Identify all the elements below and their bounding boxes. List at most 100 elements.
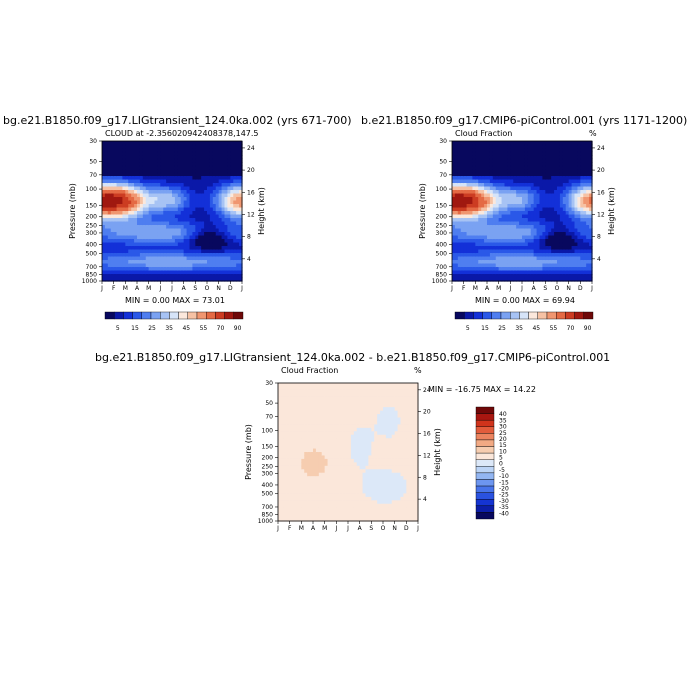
heatmap-cell <box>192 218 196 223</box>
heatmap-cell <box>230 200 234 205</box>
heatmap-cell <box>487 225 491 230</box>
heatmap-cell <box>163 179 167 184</box>
heatmap-cell <box>475 239 479 244</box>
heatmap-cell <box>492 200 497 205</box>
heatmap-cell <box>113 253 118 258</box>
heatmap-cell <box>192 263 196 268</box>
heatmap-cell <box>189 162 194 167</box>
heatmap-cell <box>125 249 129 254</box>
heatmap-cell <box>460 190 465 195</box>
heatmap-cell <box>289 424 294 429</box>
heatmap-cell <box>289 496 294 501</box>
heatmap-cell <box>116 246 121 251</box>
heatmap-cell <box>286 393 291 398</box>
heatmap-cell <box>239 176 243 181</box>
heatmap-cell <box>501 267 506 272</box>
heatmap-cell <box>313 410 317 415</box>
heatmap-cell <box>583 277 587 282</box>
heatmap-cell <box>571 228 576 233</box>
heatmap-cell <box>536 256 541 261</box>
heatmap-cell <box>289 486 294 491</box>
heatmap-cell <box>180 144 185 149</box>
heatmap-cell <box>221 141 226 146</box>
colorbar-label: 70 <box>217 325 225 332</box>
heatmap-cell <box>562 169 567 174</box>
heatmap-cell <box>324 431 329 436</box>
heatmap-cell <box>224 260 229 265</box>
heatmap-cell <box>209 267 214 272</box>
heatmap-cell <box>166 256 170 261</box>
heatmap-cell <box>452 214 456 219</box>
heatmap-cell <box>466 232 471 237</box>
heatmap-cell <box>466 165 471 170</box>
heatmap-cell <box>233 207 237 212</box>
heatmap-cell <box>169 197 173 202</box>
heatmap-cell <box>313 489 317 494</box>
heatmap-cell <box>492 253 497 258</box>
heatmap-cell <box>283 434 288 439</box>
heatmap-cell <box>304 514 308 519</box>
heatmap-cell <box>172 141 176 146</box>
heatmap-cell <box>339 476 343 481</box>
heatmap-cell <box>278 434 282 439</box>
heatmap-cell <box>501 155 506 160</box>
heatmap-cell <box>324 465 329 470</box>
heatmap-cell <box>301 458 305 463</box>
heatmap-cell <box>516 172 520 177</box>
heatmap-cell <box>469 190 474 195</box>
heatmap-cell <box>236 165 240 170</box>
heatmap-cell <box>330 427 335 432</box>
heatmap-cell <box>154 176 159 181</box>
panel1-title: bg.e21.B1850.f09_g17.LIGtransient_124.0k… <box>3 114 352 127</box>
heatmap-cell <box>113 169 118 174</box>
height-tick-label: 16 <box>597 189 605 196</box>
heatmap-cell <box>160 193 164 198</box>
height-tick-label: 20 <box>247 167 255 174</box>
heatmap-cell <box>513 228 517 233</box>
heatmap-cell <box>236 225 240 230</box>
heatmap-cell <box>539 225 544 230</box>
heatmap-cell <box>142 228 147 233</box>
panel2-minmax: MIN = 0.00 MAX = 69.94 <box>475 296 575 305</box>
heatmap-cell <box>151 239 156 244</box>
heatmap-cell <box>539 214 544 219</box>
heatmap-cell <box>192 246 196 251</box>
heatmap-cell <box>466 260 471 265</box>
heatmap-cell <box>475 228 479 233</box>
heatmap-cell <box>142 239 147 244</box>
heatmap-cell <box>516 211 520 216</box>
heatmap-cell <box>501 228 506 233</box>
heatmap-cell <box>318 462 323 467</box>
heatmap-cell <box>577 165 581 170</box>
heatmap-cell <box>209 162 214 167</box>
heatmap-cell <box>142 274 147 279</box>
heatmap-cell <box>174 270 179 275</box>
heatmap-cell <box>212 183 217 188</box>
heatmap-cell <box>475 207 479 212</box>
heatmap-cell <box>172 253 176 258</box>
heatmap-cell <box>119 218 124 223</box>
heatmap-cell <box>134 228 138 233</box>
heatmap-cell <box>507 256 511 261</box>
heatmap-cell <box>542 214 546 219</box>
heatmap-cell <box>522 197 526 202</box>
heatmap-cell <box>131 277 135 282</box>
heatmap-cell <box>478 165 482 170</box>
heatmap-cell <box>177 200 182 205</box>
heatmap-cell <box>330 483 335 488</box>
heatmap-cell <box>454 162 459 167</box>
heatmap-cell <box>119 148 124 153</box>
heatmap-cell <box>478 253 482 258</box>
heatmap-cell <box>157 246 161 251</box>
heatmap-cell <box>586 239 590 244</box>
heatmap-cell <box>551 274 555 279</box>
heatmap-cell <box>198 270 202 275</box>
heatmap-cell <box>577 151 581 156</box>
heatmap-cell <box>236 246 240 251</box>
colorbar-swatch <box>113 311 124 320</box>
heatmap-cell <box>510 193 514 198</box>
heatmap-cell <box>163 207 167 212</box>
heatmap-cell <box>310 510 314 515</box>
heatmap-cell <box>589 249 593 254</box>
heatmap-cell <box>333 455 337 460</box>
